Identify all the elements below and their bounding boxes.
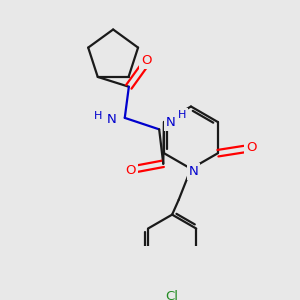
Text: H: H: [178, 110, 186, 120]
Text: N: N: [107, 113, 116, 126]
Text: O: O: [141, 54, 151, 67]
Text: N: N: [188, 165, 198, 178]
Text: Cl: Cl: [166, 290, 178, 300]
Text: N: N: [166, 116, 175, 129]
Text: H: H: [94, 111, 103, 121]
Text: O: O: [246, 141, 257, 154]
Text: O: O: [125, 164, 136, 177]
